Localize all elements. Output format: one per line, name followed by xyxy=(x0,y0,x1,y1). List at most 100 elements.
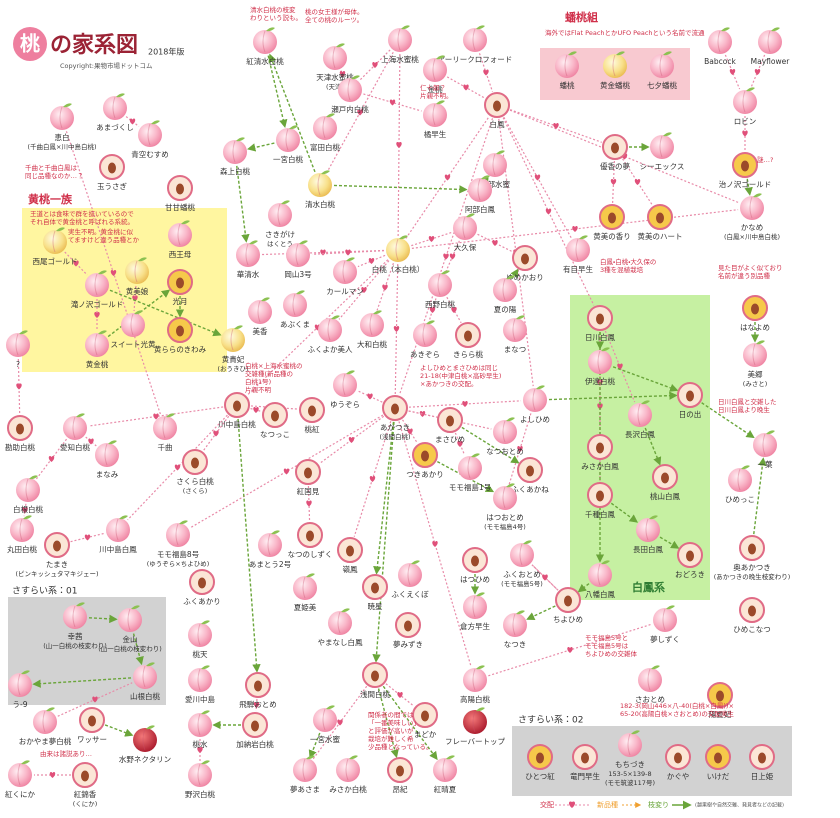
sport-arrow xyxy=(659,536,680,549)
variety-label: 黄金蟠桃 xyxy=(600,80,630,90)
peach-crease xyxy=(472,668,476,691)
cross-heart xyxy=(443,253,449,260)
peach-icon xyxy=(10,518,34,542)
peach-icon xyxy=(118,608,142,632)
peach-icon xyxy=(493,420,517,444)
annotation: 3種を混植栽培 xyxy=(600,265,644,274)
variety-label: 阿部白鳳 xyxy=(465,204,495,214)
variety-label: ワッサー xyxy=(77,735,107,744)
peach-leaf xyxy=(151,120,160,125)
cross-heart xyxy=(16,383,22,390)
peach-crease xyxy=(407,563,411,586)
peach-crease xyxy=(347,78,351,101)
peach-pit xyxy=(714,752,722,764)
annotation: 白鳳・白桃・大久保の xyxy=(600,257,656,266)
peach-pit xyxy=(661,472,669,484)
peach-icon xyxy=(458,456,482,480)
peach-crease xyxy=(72,416,76,439)
variety-label: 大久保 xyxy=(454,242,477,252)
peach-leaf xyxy=(201,710,210,715)
peach: 阿部水蜜 xyxy=(480,150,510,189)
annotation: 関係者の間では xyxy=(368,710,414,719)
peach-crease xyxy=(175,523,179,546)
annotation: わりという説も。 xyxy=(250,13,302,22)
variety-label: 川中島白鳳 xyxy=(99,544,137,554)
variety-label: まなつ xyxy=(504,345,527,354)
peach: ? xyxy=(6,330,30,369)
peach: 大久保 xyxy=(453,213,477,252)
cross-heart xyxy=(542,574,548,581)
peach-icon xyxy=(168,223,192,247)
peach-crease xyxy=(15,333,19,356)
cross-heart xyxy=(389,99,396,106)
peach-leaf xyxy=(146,725,155,730)
annotation: 白桃×上海水蜜桃の xyxy=(245,361,302,370)
variety-label: 夢しずく xyxy=(650,634,680,644)
peach-crease xyxy=(302,758,306,781)
variety-label: ゆうぞら xyxy=(330,400,360,409)
cross-heart xyxy=(153,413,159,420)
peach-crease xyxy=(519,543,523,566)
peach-crease xyxy=(637,403,641,426)
peach-crease xyxy=(230,328,234,351)
peach: モモ福島1号 xyxy=(449,453,492,492)
variety-label: かぐや xyxy=(667,772,690,781)
variety-label: 夢あさま xyxy=(290,784,320,794)
peach-leaf xyxy=(98,270,107,275)
peach-crease xyxy=(597,350,601,373)
variety-label: 夏の陽 xyxy=(494,305,517,314)
legend: 交配 新品種 枝変り (越果樹や自然交雑、発見者などの記載) xyxy=(540,800,784,810)
peach-leaf xyxy=(601,560,610,565)
variety-label: 一宮白桃 xyxy=(273,154,303,164)
cross-heart xyxy=(429,306,436,313)
sasurai2-box xyxy=(512,726,792,796)
peach-icon xyxy=(313,708,337,732)
peach-crease xyxy=(502,486,506,509)
peach-leaf xyxy=(261,297,270,302)
peach-leaf xyxy=(289,125,298,130)
variety-label: はつひめ xyxy=(460,575,490,584)
peach: 黄金蟠桃 xyxy=(600,51,630,90)
sport-arrow xyxy=(107,289,171,338)
variety-note: (おうきひ) xyxy=(217,365,248,373)
peach-leaf xyxy=(98,330,107,335)
peach: 丸田白桃 xyxy=(7,515,37,554)
peach-icon xyxy=(253,30,277,54)
peach-icon xyxy=(483,153,507,177)
peach-icon xyxy=(603,54,627,78)
peach: 甘甘蟠桃 xyxy=(165,175,195,212)
peach-icon xyxy=(106,518,130,542)
peach: 桃水 xyxy=(188,710,212,749)
cross-heart xyxy=(462,400,468,407)
sport-arrow xyxy=(237,418,261,673)
peach-pit xyxy=(81,770,89,782)
peach-pit xyxy=(596,442,604,454)
peach-icon xyxy=(653,608,677,632)
annotation: 全ての桃のルーツ。 xyxy=(305,15,363,24)
peach-leaf xyxy=(131,605,140,610)
peach-pit xyxy=(346,545,354,557)
annotation: 実生不明。黄金桃に似 xyxy=(68,227,134,236)
cross-heart xyxy=(357,109,363,116)
peach-pit xyxy=(656,212,664,224)
variety-label: 甘甘蟠桃 xyxy=(165,202,195,212)
peach: まどか xyxy=(412,702,438,739)
peach-pit xyxy=(686,390,694,402)
sport-arrow xyxy=(377,688,399,759)
peach: 幸茜(山一白桃の枝変わり) xyxy=(43,602,107,650)
variety-label: 一宮水蜜 xyxy=(310,734,340,744)
variety-label: みさか白桃 xyxy=(329,784,367,794)
peach: 昂紀 xyxy=(387,757,413,794)
cross-heart xyxy=(449,253,456,260)
peach: ゆうぞら xyxy=(330,370,360,409)
peach-crease xyxy=(292,293,296,316)
peach-icon xyxy=(428,273,452,297)
peach-leaf xyxy=(271,530,280,535)
sport-arrow xyxy=(753,457,767,535)
sport-arrow xyxy=(744,178,753,196)
peach-leaf xyxy=(756,340,765,345)
peach-leaf xyxy=(663,51,672,56)
variety-label: 上海水蜜桃 xyxy=(381,54,419,64)
annotation: 栽培が難しく希 xyxy=(368,734,414,743)
variety-note: (あかつきの晩生枝変わり) xyxy=(714,572,791,581)
